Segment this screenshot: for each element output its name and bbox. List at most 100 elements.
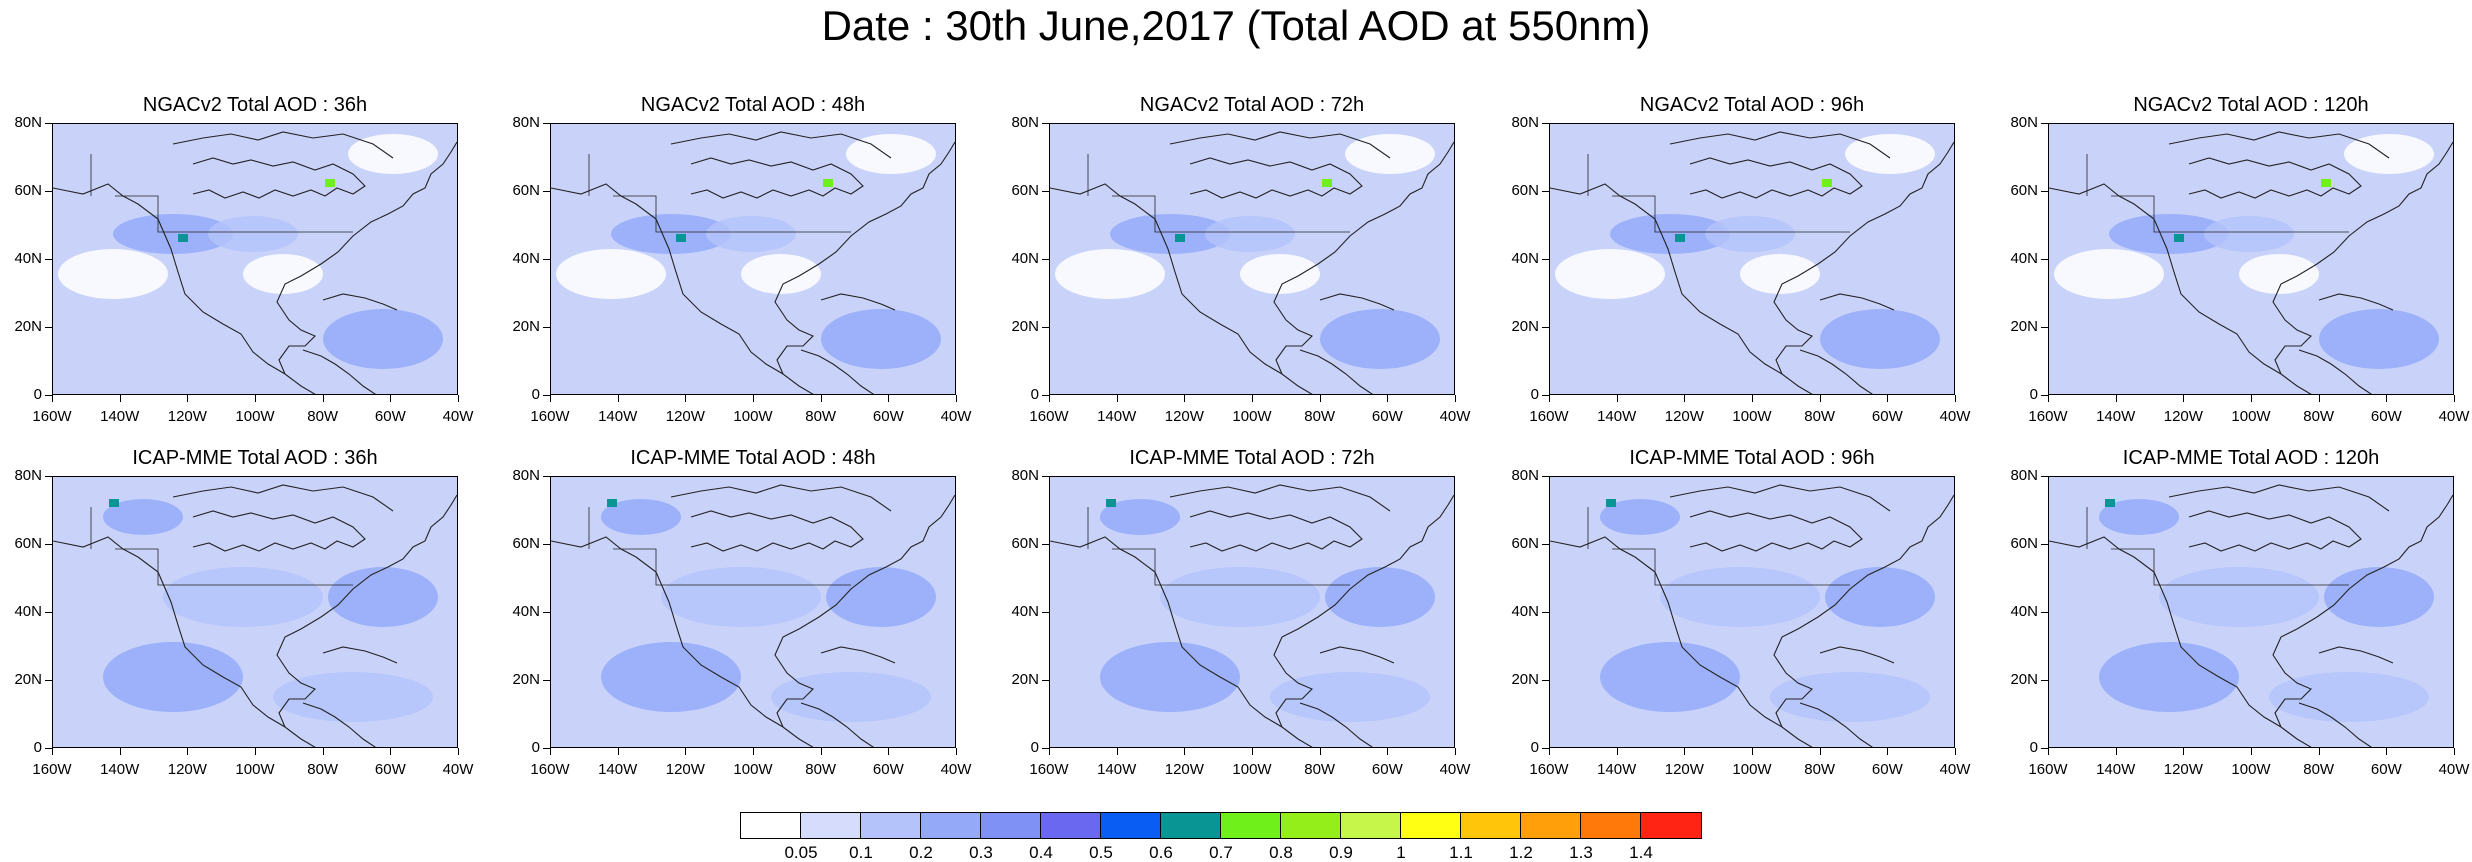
lon-tick-label: 160W	[32, 761, 72, 778]
lon-tick-label: 120W	[1664, 408, 1704, 425]
lon-tick	[2386, 748, 2388, 755]
lon-tick-label: 120W	[1664, 761, 1704, 778]
colorbar-label: 0.6	[1149, 843, 1173, 862]
lon-tick-label: 60W	[2370, 761, 2402, 778]
lon-tick-label: 40W	[1439, 408, 1471, 425]
map-field	[1050, 131, 1454, 394]
lat-tick	[1042, 476, 1049, 477]
lon-tick-label: 40W	[1939, 761, 1971, 778]
lon-tick	[1387, 395, 1389, 402]
lon-tick-label: 60W	[1871, 408, 1903, 425]
lat-tick	[45, 123, 52, 124]
lat-tick-label: 20N	[512, 318, 540, 335]
lon-tick-label: 100W	[1232, 761, 1272, 778]
lat-tick-label: 60N	[1011, 535, 1039, 552]
aod-hotspot	[1106, 499, 1116, 507]
colorbar-label: 0.5	[1089, 843, 1113, 862]
aod-region	[741, 254, 821, 294]
aod-region	[1820, 309, 1940, 369]
aod-region	[273, 672, 433, 722]
lon-tick-label: 80W	[1304, 761, 1336, 778]
aod-map	[1549, 123, 1955, 395]
colorbar-label: 1.4	[1629, 843, 1653, 862]
colorbar-label: 1	[1396, 843, 1406, 862]
lat-tick	[2041, 476, 2048, 477]
lon-tick-label: 80W	[1304, 408, 1336, 425]
colorbar-label: 0.4	[1029, 843, 1053, 862]
panel-title: ICAP-MME Total AOD : 36h	[132, 447, 378, 469]
coastline	[2049, 131, 2453, 394]
lon-tick-label: 80W	[1804, 408, 1836, 425]
lat-tick	[1542, 123, 1549, 124]
aod-region	[661, 567, 821, 627]
lon-tick-label: 140W	[1097, 761, 1137, 778]
lon-tick	[1252, 395, 1253, 402]
aod-hotspot	[676, 234, 686, 242]
lon-tick-label: 160W	[1529, 408, 1569, 425]
lat-tick	[45, 191, 52, 192]
lat-tick	[543, 612, 550, 613]
aod-region	[328, 567, 438, 627]
aod-region	[113, 214, 233, 254]
lon-tick-label: 140W	[598, 761, 638, 778]
lat-tick	[543, 544, 550, 545]
lat-tick	[2041, 544, 2048, 545]
aod-hotspot	[2321, 179, 2331, 187]
lon-tick-label: 120W	[2163, 761, 2203, 778]
lat-tick	[543, 748, 550, 749]
lat-tick	[2041, 123, 2048, 124]
colorbar-cell	[1641, 813, 1701, 838]
colorbar-label: 0.05	[784, 843, 818, 862]
aod-region	[556, 249, 666, 299]
lat-tick-label: 80N	[1511, 114, 1539, 131]
aod-map	[52, 476, 458, 748]
lat-tick	[1042, 327, 1049, 328]
colorbar-label: 0.3	[969, 843, 993, 862]
lon-tick	[390, 748, 392, 755]
aod-region	[103, 642, 243, 712]
aod-map	[2048, 123, 2454, 395]
lon-tick-label: 100W	[2231, 761, 2271, 778]
lat-tick	[2041, 748, 2048, 749]
aod-region	[1100, 642, 1240, 712]
aod-region	[1825, 567, 1935, 627]
lon-tick	[52, 395, 53, 402]
lon-tick	[390, 395, 392, 402]
lat-tick	[1042, 612, 1049, 613]
lon-tick-label: 60W	[1371, 408, 1403, 425]
aod-region	[1325, 567, 1435, 627]
lon-tick-label: 120W	[167, 408, 207, 425]
aod-region	[611, 214, 731, 254]
lon-tick-label: 80W	[1804, 761, 1836, 778]
aod-region	[1845, 134, 1935, 174]
lat-tick	[543, 123, 550, 124]
aod-region	[2269, 672, 2429, 722]
aod-hotspot	[325, 179, 335, 187]
lon-tick	[1252, 748, 1253, 755]
lat-tick-label: 60N	[512, 535, 540, 552]
lat-tick	[1042, 123, 1049, 124]
lon-tick-label: 100W	[1732, 408, 1772, 425]
lon-tick-label: 100W	[1232, 408, 1272, 425]
aod-hotspot	[1606, 499, 1616, 507]
lon-tick-label: 160W	[1029, 408, 1069, 425]
colorbar-cell	[861, 813, 921, 838]
lon-tick-label: 120W	[1164, 761, 1204, 778]
lon-tick	[753, 748, 754, 755]
lat-tick-label: 0	[33, 386, 42, 403]
aod-region	[1600, 499, 1680, 535]
aod-region	[1770, 672, 1930, 722]
aod-map	[2048, 476, 2454, 748]
aod-region	[1240, 254, 1320, 294]
colorbar-cell	[1341, 813, 1401, 838]
lon-tick	[255, 395, 256, 402]
colorbar-cell	[1101, 813, 1161, 838]
aod-region	[846, 134, 936, 174]
lon-tick-label: 120W	[665, 408, 705, 425]
colorbar-label: 0.7	[1209, 843, 1233, 862]
lon-tick	[888, 748, 890, 755]
lon-tick-label: 160W	[32, 408, 72, 425]
aod-hotspot	[109, 499, 119, 507]
lat-tick-label: 20N	[1511, 318, 1539, 335]
lon-tick-label: 100W	[235, 761, 275, 778]
